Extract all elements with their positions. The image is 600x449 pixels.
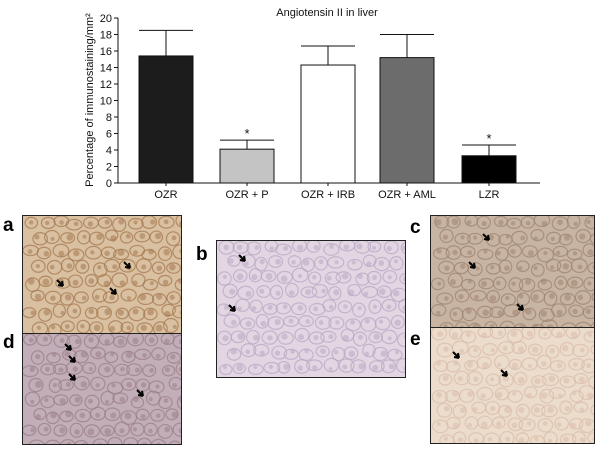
x-tick-label: OZR (154, 189, 177, 200)
y-tick-label: 12 (100, 79, 112, 91)
arrow-icon (500, 369, 508, 377)
y-tick-label: 16 (100, 46, 112, 58)
panel-label-a: a (3, 215, 14, 236)
x-tick-label: LZR (479, 189, 500, 200)
y-tick-label: 18 (100, 30, 112, 42)
significance-marker: * (244, 126, 249, 141)
y-tick-label: 6 (106, 129, 112, 141)
panel-label-c: c (410, 217, 421, 238)
x-tick-label: OZR + AML (378, 189, 436, 200)
y-tick-label: 14 (100, 63, 112, 75)
micrograph-texture (217, 241, 405, 377)
micrograph-texture (23, 216, 181, 334)
arrow-icon (56, 279, 64, 287)
y-tick-label: 20 (100, 13, 112, 25)
arrow-icon (68, 355, 76, 363)
bars: * * (138, 29, 517, 184)
x-tick-label: OZR + IRB (301, 189, 355, 200)
arrow-icon (123, 261, 131, 269)
y-tick-label: 4 (106, 145, 112, 157)
micrograph-panel-a (22, 215, 182, 335)
arrow-icon (468, 261, 476, 269)
y-tick-label: 8 (106, 112, 112, 124)
y-tick-labels: 0 2 4 6 8 10 12 14 16 18 20 (100, 13, 112, 190)
arrow-icon (516, 303, 524, 311)
bar-ozr-aml (379, 57, 435, 184)
y-tick-label: 0 (106, 178, 112, 190)
bar-lzr (461, 155, 517, 184)
panel-label-d: d (3, 332, 15, 353)
micrograph-panel-b (216, 240, 406, 378)
bar-ozr-irb (300, 64, 356, 184)
panel-label-b: b (196, 244, 208, 265)
panel-label-e: e (410, 329, 421, 350)
micrograph-panel-c (430, 215, 595, 329)
micrograph-panel-d (22, 333, 182, 445)
arrow-icon (228, 304, 236, 312)
x-tick-label: OZR + P (225, 189, 268, 200)
micrograph-texture (431, 216, 594, 328)
significance-marker: * (486, 131, 491, 146)
bar-ozr-p (219, 148, 275, 184)
bar-chart: Angiotensin II in liver Percentage of im… (84, 7, 540, 200)
micrograph-texture (431, 328, 594, 443)
micrograph-texture (23, 334, 181, 444)
micrograph-panel-e (430, 327, 595, 444)
y-tick-label: 2 (106, 162, 112, 174)
x-tick-labels: OZR OZR + P OZR + IRB OZR + AML LZR (154, 189, 499, 200)
y-tick-label: 10 (100, 96, 112, 108)
bar-ozr (138, 55, 194, 184)
arrow-icon (109, 287, 117, 295)
arrow-icon (452, 351, 460, 359)
arrow-icon (136, 389, 144, 397)
arrow-icon (482, 233, 490, 241)
arrow-icon (238, 254, 246, 262)
arrow-icon (68, 373, 76, 381)
chart-title: Angiotensin II in liver (276, 7, 378, 19)
y-axis-label: Percentage of immunostaining/mm² (84, 13, 96, 187)
arrow-icon (64, 343, 72, 351)
